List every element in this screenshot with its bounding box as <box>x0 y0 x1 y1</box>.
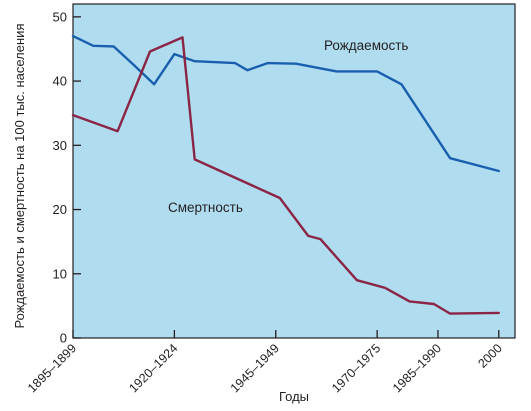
y-tick-label: 0 <box>60 331 67 346</box>
series-label-birth: Рождаемость <box>324 38 408 53</box>
y-tick-label: 20 <box>53 202 67 217</box>
y-axis-label: Рождаемость и смертность на 100 тыс. нас… <box>12 24 27 329</box>
series-line-death <box>71 36 500 315</box>
x-tick-label: 2000 <box>475 341 505 371</box>
series-lines <box>71 34 500 315</box>
y-tick-label: 40 <box>53 74 67 89</box>
series-label-death: Смертность <box>168 200 243 215</box>
y-tick-label: 10 <box>53 266 67 281</box>
y-tick-label: 50 <box>53 9 67 24</box>
x-tick-label: 1920–1924 <box>126 341 180 395</box>
series-line-birth <box>71 34 500 173</box>
y-tick-label: 30 <box>53 138 67 153</box>
x-axis-label: Годы <box>279 389 309 404</box>
x-tick-label: 1945–1949 <box>228 341 282 395</box>
y-axis-ticks: 0 10 20 30 40 50 <box>53 9 81 346</box>
plot-area <box>72 3 516 339</box>
x-tick-label: 1970–1975 <box>329 341 383 395</box>
x-tick-label: 1985–1990 <box>390 341 444 395</box>
x-axis-ticks: 1895–1899 1920–1924 1945–1949 1970–1975 1985… <box>25 330 505 395</box>
x-tick-label: 1895–1899 <box>25 341 79 395</box>
